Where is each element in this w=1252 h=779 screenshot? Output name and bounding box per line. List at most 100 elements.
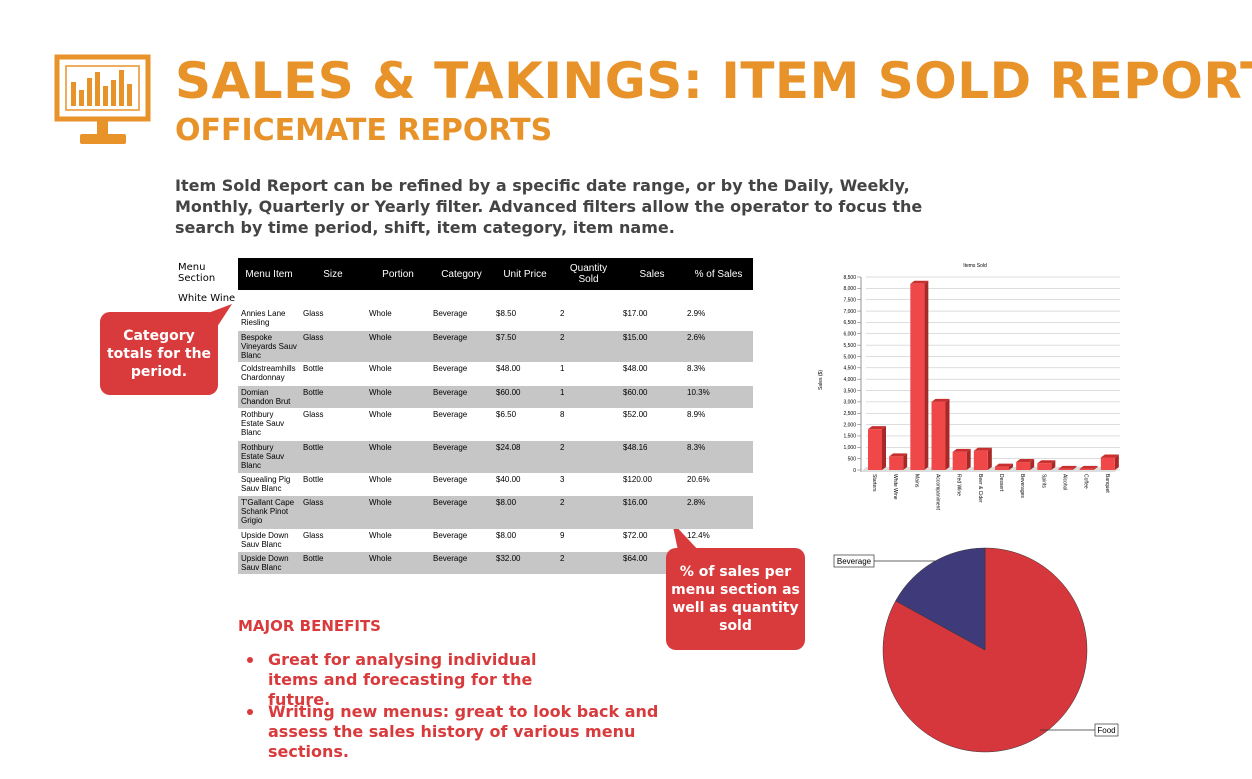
bar-top (952, 448, 971, 452)
callout: % of sales per menu section as well as q… (666, 548, 805, 650)
y-tick-label: 1,500 (843, 434, 856, 440)
bar-top (889, 453, 908, 457)
bar-side (1030, 459, 1035, 470)
table-row: Rothbury Estate Sauv Blanc Bottle Whole Bev… (238, 440, 753, 473)
column-header: Unit Price (493, 258, 557, 290)
table-cell: 8.3% (684, 440, 753, 473)
table-row: Squealing Pig Sauv Blanc Bottle Whole Bever… (238, 473, 753, 496)
bar-side (924, 280, 929, 470)
bar-top (995, 463, 1013, 467)
pie-label: Food (1097, 726, 1115, 735)
table-cell: Whole (369, 409, 392, 419)
table-cell: $40.00 (496, 474, 521, 484)
table-cell: Bottle (300, 550, 366, 574)
table-cell: 8.3% (687, 364, 706, 373)
table-cell: $7.50 (493, 329, 557, 362)
bar (868, 429, 882, 470)
table-cell: 9 (560, 530, 565, 540)
table-cell: Whole (366, 495, 430, 529)
table-cell: $6.50 (496, 409, 517, 419)
intro: Item Sold Report can be refined by a spe… (175, 176, 923, 237)
table-cell: Domian Chandon Brut (238, 384, 300, 408)
table-cell: $8.00 (496, 530, 517, 540)
y-tick-label: 5,000 (843, 354, 856, 360)
table-cell: Annies Lane Riesling (241, 309, 286, 327)
table-cell: Upside Down Sauv Blanc (241, 530, 289, 549)
chart-title: Items Sold (963, 263, 987, 269)
y-tick-label: 2,500 (843, 411, 856, 417)
benefit: Great for analysing individual items and… (268, 650, 537, 709)
y-tick-label: 0 (853, 468, 856, 474)
y-axis-label: Sales ($) (818, 370, 824, 390)
bar-top (910, 280, 929, 284)
bar-side (945, 398, 950, 470)
report-table: Menu Item Size Portion Category Unit Price Qu… (238, 258, 753, 574)
table-cell: 2 (560, 309, 565, 318)
title: SALES & TAKINGS: ITEM SOLD REPORT (175, 52, 1252, 110)
x-tick-label: Alcohol (1062, 474, 1068, 490)
bar (910, 283, 925, 470)
table-cell: $8.50 (496, 309, 517, 318)
y-tick-label: 8,500 (843, 275, 856, 281)
y-tick-label: 7,500 (843, 298, 856, 304)
bar-side (1093, 465, 1098, 470)
bar-top (1100, 454, 1119, 458)
column-header: Size (300, 258, 366, 290)
bar-side (987, 447, 992, 470)
callout: Category totals for the period. (100, 312, 218, 395)
table-cell: 2.8% (684, 495, 753, 529)
column-header: Quantity Sold (557, 258, 620, 290)
table-cell: $48.00 (496, 364, 521, 373)
table-cell: $24.08 (493, 440, 557, 473)
table-cell: 8 (560, 409, 565, 419)
bar (1058, 468, 1073, 470)
column-header: Menu Item (238, 258, 300, 290)
table-row: T'Gallant Cape Schank Pinot Grigio Glass W… (238, 495, 753, 529)
table-cell: Whole (369, 474, 392, 484)
y-tick-label: 6,500 (843, 320, 856, 326)
table-row: Rothbury Estate Sauv Blanc Glass Whole Beve… (238, 408, 753, 441)
table-cell: $48.16 (620, 440, 684, 473)
table-cell: Beverage (433, 409, 468, 419)
table-cell: Beverage (433, 364, 468, 373)
benefit: Writing new menus: great to look back an… (268, 702, 659, 761)
y-tick-label: 2,000 (843, 422, 856, 428)
table-cell: Beverage (430, 440, 493, 473)
y-tick-label: 6,000 (843, 332, 856, 338)
bar-side (966, 448, 971, 470)
table-cell: 1 (557, 384, 620, 408)
table-cell: Whole (366, 440, 430, 473)
table-cell: 1 (560, 364, 565, 373)
table-cell: Beverage (430, 495, 493, 529)
table-cell: 2 (557, 495, 620, 529)
table-cell: Glass (303, 409, 324, 419)
x-tick-label: White Wine (892, 474, 898, 500)
table-row: Bespoke Vineyards Sauv Blanc Glass Whole Be… (238, 329, 753, 362)
bar-side (1114, 454, 1119, 470)
table-cell: Glass (300, 329, 366, 362)
bar-chart: Items Sold Sales ($) 0 500 1,000 1,500 2,000 2,… (818, 263, 1120, 510)
y-tick-label: 5,500 (843, 343, 856, 349)
label-leader (874, 560, 936, 563)
bar-top (1016, 459, 1035, 463)
column-header: Sales (620, 258, 684, 290)
table-cell: Beverage (433, 309, 468, 318)
bar-side (882, 426, 886, 470)
label-box (833, 554, 875, 568)
table-cell: Squealing Pig Sauv Blanc (241, 474, 291, 493)
table-row: Upside Down Sauv Blanc Bottle Whole Beverag… (238, 550, 753, 574)
table-cell: $8.00 (493, 495, 557, 529)
bar (1037, 463, 1052, 470)
bar-top (1037, 460, 1056, 464)
table-row: Domian Chandon Brut Bottle Whole Beverage $6… (238, 384, 753, 408)
x-tick-label: Red Wine (956, 474, 962, 496)
table-cell: 2.9% (687, 309, 706, 318)
table-cell: 10.3% (684, 384, 753, 408)
table-cell: Rothbury Estate Sauv Blanc (238, 440, 300, 473)
x-tick-label: Starters (871, 474, 877, 492)
table-cell: $15.00 (620, 329, 684, 362)
table-cell: Bottle (300, 440, 366, 473)
table-cell: $120.00 (623, 474, 652, 484)
